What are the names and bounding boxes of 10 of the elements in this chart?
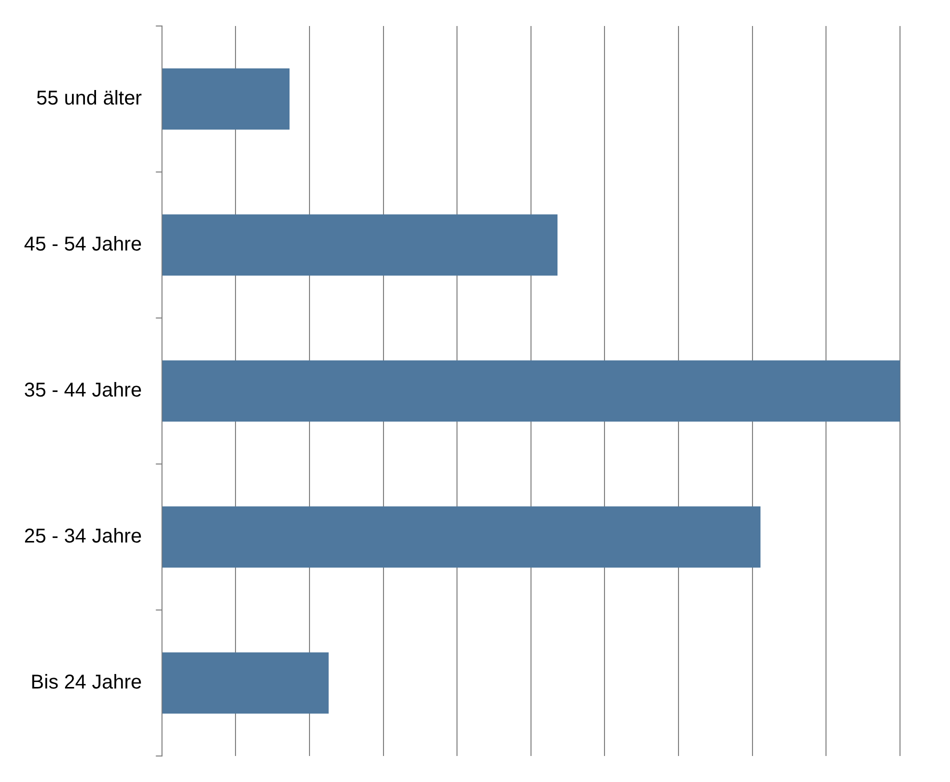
bar [162, 652, 329, 714]
bar [162, 214, 558, 276]
y-tick-label: 55 und älter [36, 88, 142, 110]
y-tick-label: 35 - 44 Jahre [24, 380, 142, 402]
bar [162, 360, 900, 422]
y-tick-label: Bis 24 Jahre [30, 672, 142, 694]
y-tick-label: 25 - 34 Jahre [24, 526, 142, 548]
y-tick-label: 45 - 54 Jahre [24, 234, 142, 256]
bar [162, 68, 290, 130]
bar [162, 506, 760, 568]
